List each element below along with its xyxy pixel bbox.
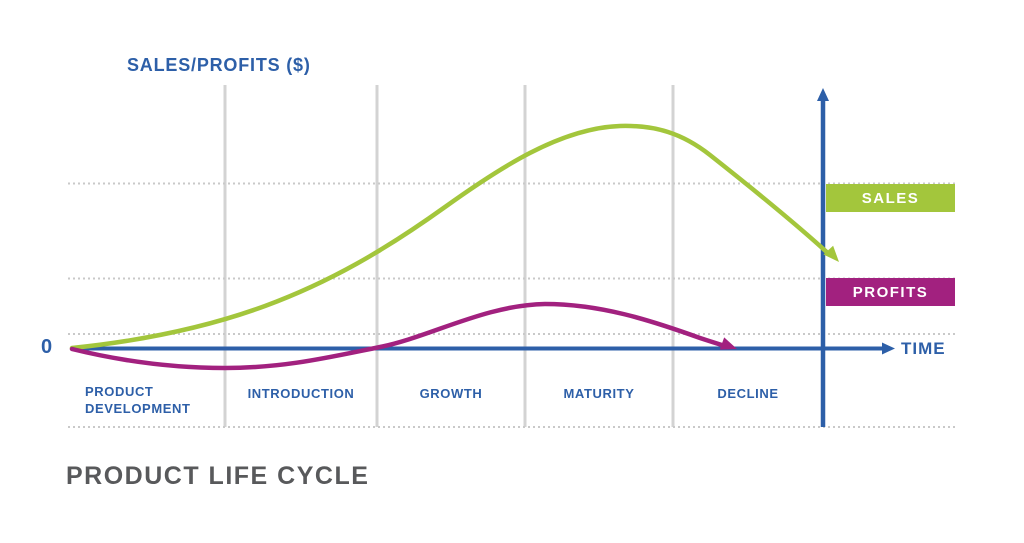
y-axis-title: SALES/PROFITS ($)	[127, 55, 311, 75]
profits-curve-arrowhead	[719, 337, 737, 350]
phase-divider-gridlines	[223, 85, 675, 427]
legend-profits-label: PROFITS	[852, 283, 929, 301]
phase-label-product-development: PRODUCT DEVELOPMENT	[85, 384, 191, 416]
diagram-title: PRODUCT LIFE CYCLE	[66, 462, 370, 490]
phase-label-growth: GROWTH	[419, 386, 483, 401]
phase-label-decline: DECLINE	[717, 386, 779, 401]
origin-tick-label: 0	[41, 336, 53, 358]
phase-label-maturity: MATURITY	[563, 386, 635, 401]
phase-label-introduction: INTRODUCTION	[247, 386, 355, 401]
sales-curve	[69, 123, 833, 351]
y-axis-arrowhead	[817, 88, 829, 101]
x-axis-arrowhead	[882, 342, 895, 355]
legend-sales-label: SALES	[861, 189, 920, 207]
sales-curve-arrowhead	[823, 245, 839, 262]
x-axis-label: TIME	[901, 339, 946, 358]
legend-profits-box: PROFITS	[826, 278, 955, 306]
profits-curve	[69, 301, 731, 371]
legend-sales-box: SALES	[826, 184, 955, 212]
